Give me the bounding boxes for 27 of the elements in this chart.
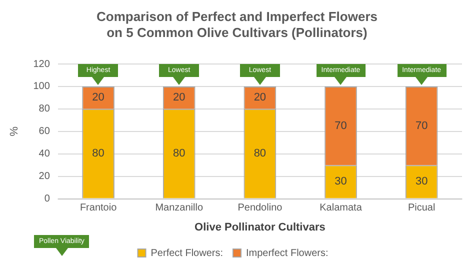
data-label: 80 bbox=[172, 148, 186, 160]
chart-title: Comparison of Perfect and Imperfect Flowers on 5 Common Olive Cultivars (Pollinators) bbox=[95, 9, 378, 41]
y-tick-label: 60 bbox=[38, 126, 50, 138]
y-tick-label: 80 bbox=[38, 104, 50, 115]
data-label: 70 bbox=[334, 120, 347, 132]
y-tick-label: 120 bbox=[33, 58, 50, 70]
data-label: 20 bbox=[92, 92, 104, 104]
x-axis-title: Olive Pollinator Cultivars bbox=[194, 221, 326, 234]
y-tick-label: 40 bbox=[38, 148, 50, 160]
y-tick-label: 100 bbox=[33, 81, 50, 92]
x-tick-label: Pendolino bbox=[238, 202, 283, 214]
legend-label: Imperfect Flowers: bbox=[246, 248, 328, 259]
y-tick-label: 20 bbox=[38, 171, 50, 182]
data-label: 80 bbox=[92, 148, 104, 160]
data-label: 20 bbox=[254, 92, 266, 104]
data-label: 70 bbox=[415, 120, 428, 132]
legend-label: Perfect Flowers: bbox=[150, 248, 224, 259]
y-tick-label: 0 bbox=[44, 194, 50, 205]
x-tick-label: Picual bbox=[408, 202, 436, 214]
data-label: 30 bbox=[415, 176, 428, 188]
data-label: 30 bbox=[334, 176, 347, 188]
x-tick-label: Frantoio bbox=[80, 202, 118, 214]
x-tick-label: Manzanillo bbox=[155, 202, 204, 214]
data-label: 20 bbox=[172, 92, 186, 104]
x-tick-label: Kalamata bbox=[320, 202, 362, 214]
data-label: 80 bbox=[254, 148, 266, 160]
y-axis-title: % bbox=[8, 126, 21, 136]
